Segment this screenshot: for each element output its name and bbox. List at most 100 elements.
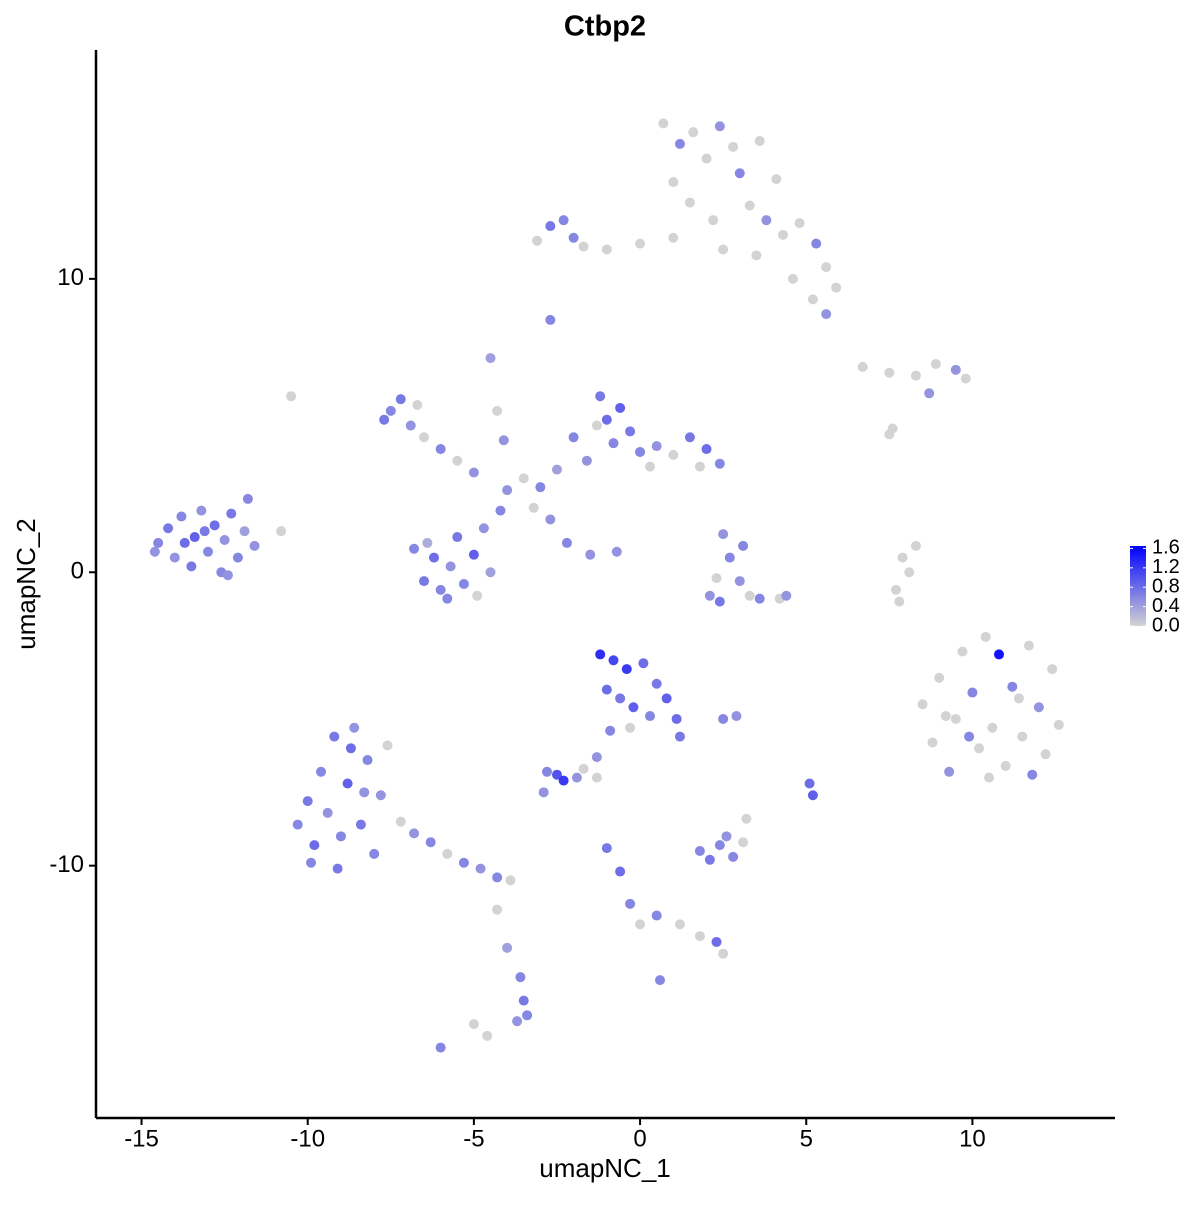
- point: [595, 391, 606, 402]
- point: [558, 215, 569, 226]
- point: [821, 262, 832, 273]
- point: [967, 687, 978, 698]
- point: [904, 567, 915, 578]
- point: [645, 711, 656, 722]
- point: [1013, 693, 1024, 704]
- point: [718, 713, 729, 724]
- point: [741, 813, 752, 824]
- point: [625, 722, 636, 733]
- point: [738, 837, 749, 848]
- point: [714, 458, 725, 469]
- point: [890, 584, 901, 595]
- point: [807, 790, 818, 801]
- point: [608, 438, 619, 449]
- y-tick-label: 10: [57, 264, 84, 291]
- point: [209, 520, 220, 531]
- point: [558, 775, 569, 786]
- point: [382, 740, 393, 751]
- point: [927, 737, 938, 748]
- point: [944, 766, 955, 777]
- y-tick-label: 0: [71, 558, 84, 585]
- point: [661, 693, 672, 704]
- color-tick-label: 0.4: [1152, 595, 1180, 617]
- point: [362, 755, 373, 766]
- color-tick-label: 0.0: [1152, 614, 1180, 636]
- point: [704, 854, 715, 865]
- point: [635, 919, 646, 930]
- point: [711, 936, 722, 947]
- point: [910, 370, 921, 381]
- point: [651, 441, 662, 452]
- point: [355, 819, 366, 830]
- point: [452, 532, 463, 543]
- point: [379, 414, 390, 425]
- point: [714, 121, 725, 132]
- point: [532, 235, 543, 246]
- point: [708, 215, 719, 226]
- point: [684, 432, 695, 443]
- point: [435, 444, 446, 455]
- point: [794, 218, 805, 229]
- point: [625, 898, 636, 909]
- point: [1007, 681, 1018, 692]
- y-tick-label: -10: [49, 851, 84, 878]
- point: [435, 1042, 446, 1053]
- point: [359, 787, 370, 798]
- point: [395, 816, 406, 827]
- x-tick-label: -5: [463, 1125, 484, 1152]
- point: [309, 840, 320, 851]
- point: [924, 388, 935, 399]
- point: [429, 552, 440, 563]
- point: [578, 763, 589, 774]
- point: [625, 426, 636, 437]
- point: [542, 766, 553, 777]
- point: [395, 394, 406, 405]
- point: [1027, 769, 1038, 780]
- point: [608, 655, 619, 666]
- point: [535, 482, 546, 493]
- point: [203, 546, 214, 557]
- point: [734, 168, 745, 179]
- chart-title: Ctbp2: [564, 11, 646, 43]
- point: [335, 831, 346, 842]
- point: [571, 772, 582, 783]
- point: [781, 590, 792, 601]
- point: [934, 672, 945, 683]
- point: [714, 840, 725, 851]
- point: [468, 1019, 479, 1030]
- point: [884, 367, 895, 378]
- point: [674, 731, 685, 742]
- point: [638, 658, 649, 669]
- point: [694, 461, 705, 472]
- point: [495, 505, 506, 516]
- point: [169, 552, 180, 563]
- point: [442, 593, 453, 604]
- point: [518, 473, 529, 484]
- point: [857, 361, 868, 372]
- point: [894, 596, 905, 607]
- x-tick-label: -15: [124, 1125, 159, 1152]
- point: [761, 215, 772, 226]
- point: [199, 526, 210, 537]
- point: [445, 561, 456, 572]
- point: [419, 576, 430, 587]
- point: [688, 127, 699, 138]
- point: [1047, 664, 1058, 675]
- point: [771, 174, 782, 185]
- point: [724, 552, 735, 563]
- point: [482, 1030, 493, 1041]
- point: [475, 863, 486, 874]
- point: [478, 523, 489, 534]
- point: [242, 493, 253, 504]
- point: [701, 153, 712, 164]
- point: [468, 467, 479, 478]
- point: [306, 857, 317, 868]
- point: [492, 405, 503, 416]
- point: [551, 769, 562, 780]
- point: [412, 400, 423, 411]
- point: [704, 590, 715, 601]
- point: [578, 241, 589, 252]
- point: [1023, 640, 1034, 651]
- point: [322, 807, 333, 818]
- point: [485, 353, 496, 364]
